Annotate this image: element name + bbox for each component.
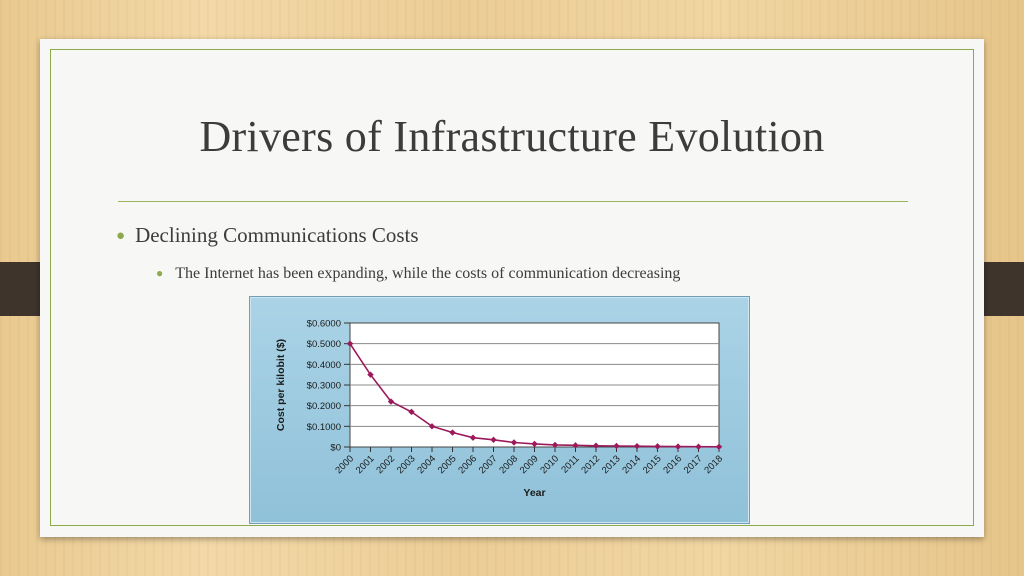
x-tick-label: 2006 [456, 453, 479, 476]
data-point [490, 436, 497, 443]
slide-title: Drivers of Infrastructure Evolution [199, 112, 825, 161]
x-tick-label: 2002 [374, 453, 397, 476]
x-tick-label: 2014 [620, 453, 643, 476]
x-tick-label: 2015 [641, 453, 664, 476]
data-point [428, 423, 436, 430]
x-tick-label: 2017 [682, 453, 705, 476]
slide-frame [50, 49, 974, 526]
data-point [715, 443, 723, 450]
data-point [551, 441, 559, 449]
data-point [449, 429, 456, 436]
data-point [346, 340, 354, 347]
y-tick-label: $0.2000 [307, 401, 341, 412]
x-tick-label: 2018 [702, 453, 725, 476]
data-point [510, 439, 518, 446]
bullet-text: Declining Communications Costs [135, 223, 419, 247]
bullet-level-2: ● The Internet has been expanding, while … [156, 265, 680, 283]
data-point [572, 442, 579, 449]
slide-card: Drivers of Infrastructure Evolution ● Dec… [40, 39, 984, 537]
chart-svg: $0 $0.1000 $0.2000 $0.3000 $0.4000 $0.5000 $0.… [275, 319, 725, 500]
data-point [469, 434, 477, 441]
data-point [387, 398, 395, 405]
y-tick-label: $0.5000 [307, 339, 341, 350]
x-tick-label: 2003 [395, 453, 418, 476]
x-tick-label: 2011 [559, 453, 581, 475]
data-point [654, 443, 661, 450]
data-point [367, 371, 374, 378]
title-divider [118, 201, 908, 202]
data-point [592, 442, 600, 449]
x-tick-label: 2008 [497, 453, 520, 476]
x-tick-label: 2012 [579, 453, 602, 476]
y-tick-label: $0.3000 [307, 381, 341, 392]
x-axis-label: Year [523, 487, 545, 499]
bullet-dot-icon: ● [156, 266, 164, 280]
data-point [613, 442, 620, 450]
data-point [531, 440, 538, 448]
line-chart: $0 $0.1000 $0.2000 $0.3000 $0.4000 $0.5000 $0.… [249, 296, 750, 524]
y-tick-label: $0 [330, 443, 341, 454]
y-axis-label: Cost per kilobit ($) [275, 339, 287, 431]
x-tick-label: 2001 [354, 453, 377, 476]
y-tick-label: $0.4000 [307, 360, 341, 371]
data-point [674, 443, 682, 450]
y-tick-label: $0.6000 [307, 319, 341, 330]
data-point [695, 443, 702, 450]
x-tick-label: 2007 [477, 453, 500, 476]
x-tick-label: 2010 [538, 453, 561, 476]
data-point [633, 442, 641, 450]
x-tick-label: 2005 [436, 453, 459, 476]
x-tick-label: 2000 [333, 453, 356, 476]
x-tick-label: 2004 [415, 453, 438, 476]
bullet-dot-icon: ● [116, 228, 126, 244]
x-tick-label: 2013 [600, 453, 623, 476]
data-point [408, 408, 415, 416]
bullet-text: The Internet has been expanding, while t… [175, 265, 681, 282]
y-tick-label: $0.1000 [307, 422, 341, 433]
bullet-level-1: ● Declining Communications Costs [116, 223, 419, 248]
x-tick-label: 2009 [518, 453, 541, 476]
x-tick-label: 2016 [661, 453, 684, 476]
